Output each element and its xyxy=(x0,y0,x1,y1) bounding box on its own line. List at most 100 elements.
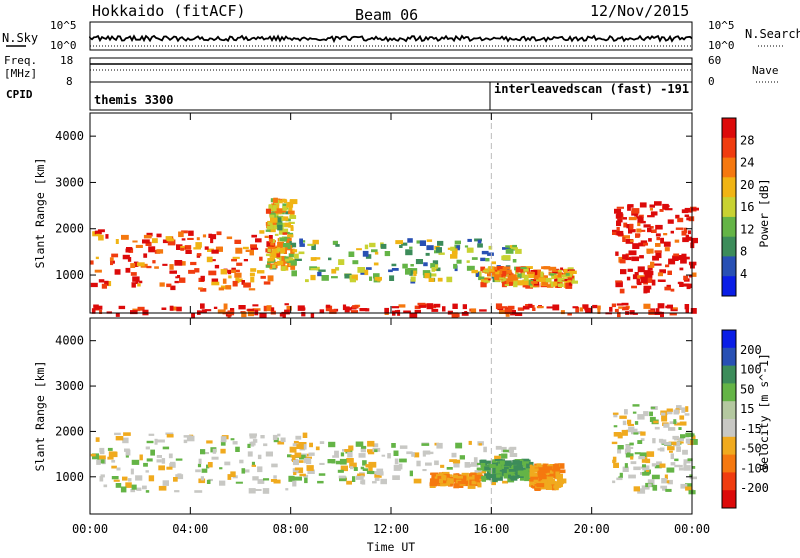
heatmap-cell xyxy=(637,440,643,444)
freq-label: Freq. xyxy=(4,54,37,67)
heatmap-cell xyxy=(416,460,421,467)
heatmap-cell xyxy=(518,461,523,467)
heatmap-cell xyxy=(389,275,395,281)
nsky-panel: N.Sky 10^5 10^0 10^5 10^0 N.Search xyxy=(2,19,800,52)
heatmap-cell xyxy=(635,216,643,219)
heatmap-cell xyxy=(169,463,176,468)
heatmap-cell xyxy=(668,258,676,265)
heatmap-cell xyxy=(640,466,649,469)
heatmap-cell xyxy=(551,273,555,280)
heatmap-cell xyxy=(263,478,270,481)
heatmap-cell xyxy=(287,234,294,238)
heatmap-cell xyxy=(506,278,514,285)
heatmap-cell xyxy=(317,271,322,277)
heatmap-cell xyxy=(267,222,272,225)
heatmap-cell xyxy=(466,260,470,263)
heatmap-cell xyxy=(430,304,437,309)
heatmap-cell xyxy=(128,248,134,253)
heatmap-cell xyxy=(648,238,652,242)
heatmap-cell xyxy=(431,308,439,312)
heatmap-cell xyxy=(620,269,627,275)
heatmap-cell xyxy=(132,276,140,282)
heatmap-cell xyxy=(497,468,505,475)
heatmap-cell xyxy=(285,258,293,262)
heatmap-cell xyxy=(646,277,653,283)
heatmap-cell xyxy=(625,239,634,244)
heatmap-cell xyxy=(98,279,105,283)
heatmap-cell xyxy=(276,222,283,228)
heatmap-cell xyxy=(516,474,524,478)
heatmap-cell xyxy=(146,440,154,444)
heatmap-cell xyxy=(110,260,114,266)
heatmap-cell xyxy=(267,275,274,282)
heatmap-cell xyxy=(678,464,683,468)
heatmap-cell xyxy=(210,259,216,262)
heatmap-cell xyxy=(471,257,478,260)
heatmap-cell xyxy=(530,270,538,273)
heatmap-cell xyxy=(642,471,650,476)
heatmap-cell xyxy=(685,438,693,444)
heatmap-cell xyxy=(446,481,451,486)
heatmap-cell xyxy=(274,233,279,236)
heatmap-cell xyxy=(180,247,185,251)
heatmap-cell xyxy=(269,214,275,218)
nsky-tick-bottom: 10^0 xyxy=(50,39,77,52)
heatmap-cell xyxy=(690,237,698,244)
heatmap-cell xyxy=(176,244,183,250)
heatmap-cell xyxy=(293,472,297,475)
heatmap-cell xyxy=(405,249,413,256)
heatmap-cell xyxy=(667,479,673,485)
heatmap-cell xyxy=(494,270,500,274)
heatmap-cell xyxy=(145,490,150,493)
heatmap-cell xyxy=(666,467,675,473)
heatmap-cell xyxy=(540,271,544,278)
power-colorbar-label: Power [dB] xyxy=(757,178,771,247)
heatmap-cell xyxy=(206,464,210,469)
heatmap-cell xyxy=(646,470,650,474)
heatmap-cell xyxy=(360,271,366,275)
heatmap-cell xyxy=(90,282,98,288)
heatmap-cell xyxy=(659,209,664,212)
heatmap-cell xyxy=(501,281,507,288)
heatmap-cell xyxy=(166,466,173,470)
heatmap-cell xyxy=(517,307,525,311)
heatmap-cell xyxy=(684,413,690,416)
heatmap-cell xyxy=(403,310,411,313)
heatmap-cell xyxy=(131,282,136,288)
heatmap-cell xyxy=(374,449,378,453)
heatmap-cell xyxy=(165,236,173,240)
heatmap-cell xyxy=(274,262,283,265)
y-tick-label: 1000 xyxy=(55,268,84,282)
heatmap-cell xyxy=(567,269,575,272)
heatmap-cell xyxy=(633,466,641,471)
heatmap-cell xyxy=(631,208,640,214)
heatmap-cell xyxy=(231,258,237,262)
heatmap-cell xyxy=(118,305,126,310)
heatmap-cell xyxy=(271,307,275,312)
heatmap-cell xyxy=(649,204,655,208)
heatmap-cell xyxy=(451,478,457,483)
colorbar-tick-label: 16 xyxy=(740,200,754,214)
heatmap-cell xyxy=(314,257,321,260)
heatmap-cell xyxy=(617,448,622,454)
heatmap-cell xyxy=(266,305,272,312)
heatmap-cell xyxy=(691,435,696,442)
heatmap-cell xyxy=(655,233,661,237)
heatmap-cell xyxy=(651,474,660,480)
heatmap-cell xyxy=(411,452,415,457)
heatmap-cell xyxy=(211,281,220,286)
heatmap-cell xyxy=(628,474,636,479)
heatmap-cell xyxy=(211,249,219,254)
heatmap-cell xyxy=(686,217,691,221)
heatmap-cell xyxy=(287,454,292,458)
heatmap-cell xyxy=(235,277,240,284)
colorbar-tick-label: 100 xyxy=(740,363,762,377)
colorbar-swatch xyxy=(722,236,736,257)
heatmap-cell xyxy=(161,458,166,464)
heatmap-cell xyxy=(171,306,177,311)
power-panel xyxy=(89,112,699,319)
heatmap-cell xyxy=(409,312,418,319)
heatmap-cell xyxy=(328,257,332,261)
y-tick-label: 3000 xyxy=(55,175,84,189)
heatmap-cell xyxy=(132,308,141,312)
